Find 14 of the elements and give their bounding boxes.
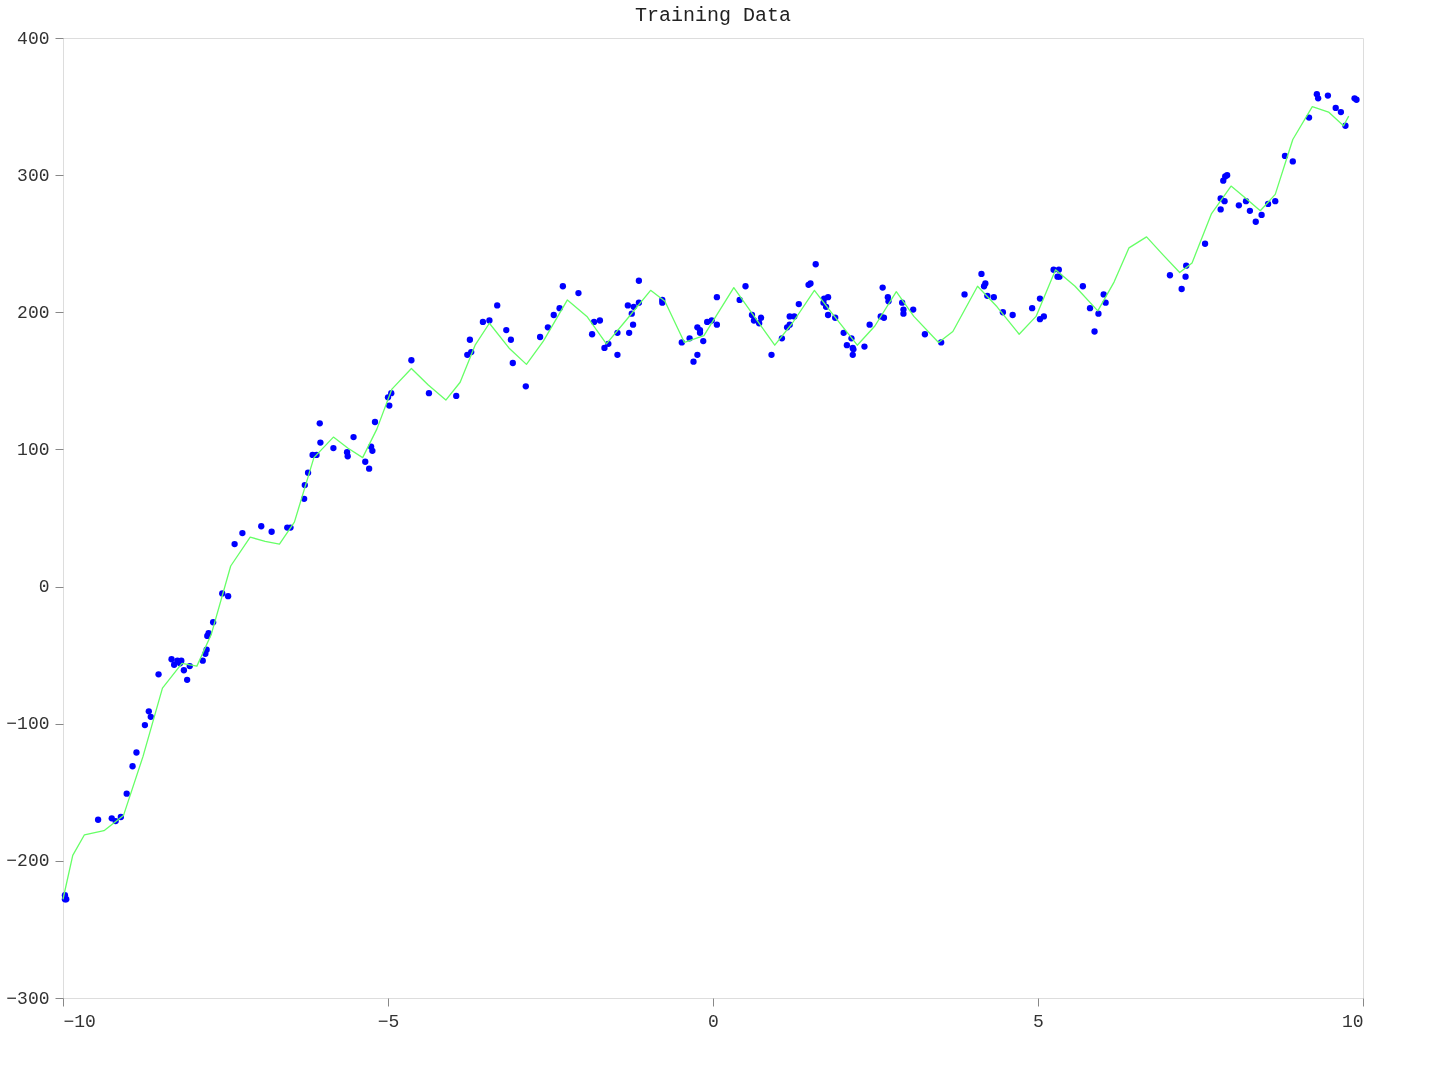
- chart-title: Training Data: [634, 4, 792, 27]
- y-tick-label: −100: [6, 714, 50, 735]
- y-tick-label: −200: [6, 851, 50, 872]
- x-tick-label: −5: [377, 1011, 400, 1032]
- y-tick-label: 0: [38, 577, 50, 598]
- y-tick-label: −300: [6, 988, 50, 1009]
- x-tick-label: 5: [1033, 1011, 1044, 1032]
- x-tick-label: 10: [1341, 1011, 1364, 1032]
- x-tick-label: 0: [708, 1011, 719, 1032]
- x-tick-label: −10: [63, 1011, 96, 1032]
- y-tick-label: 200: [17, 302, 50, 323]
- y-tick-label: 400: [17, 28, 50, 49]
- y-tick-label: 300: [17, 165, 50, 186]
- y-tick-label: 100: [17, 439, 50, 460]
